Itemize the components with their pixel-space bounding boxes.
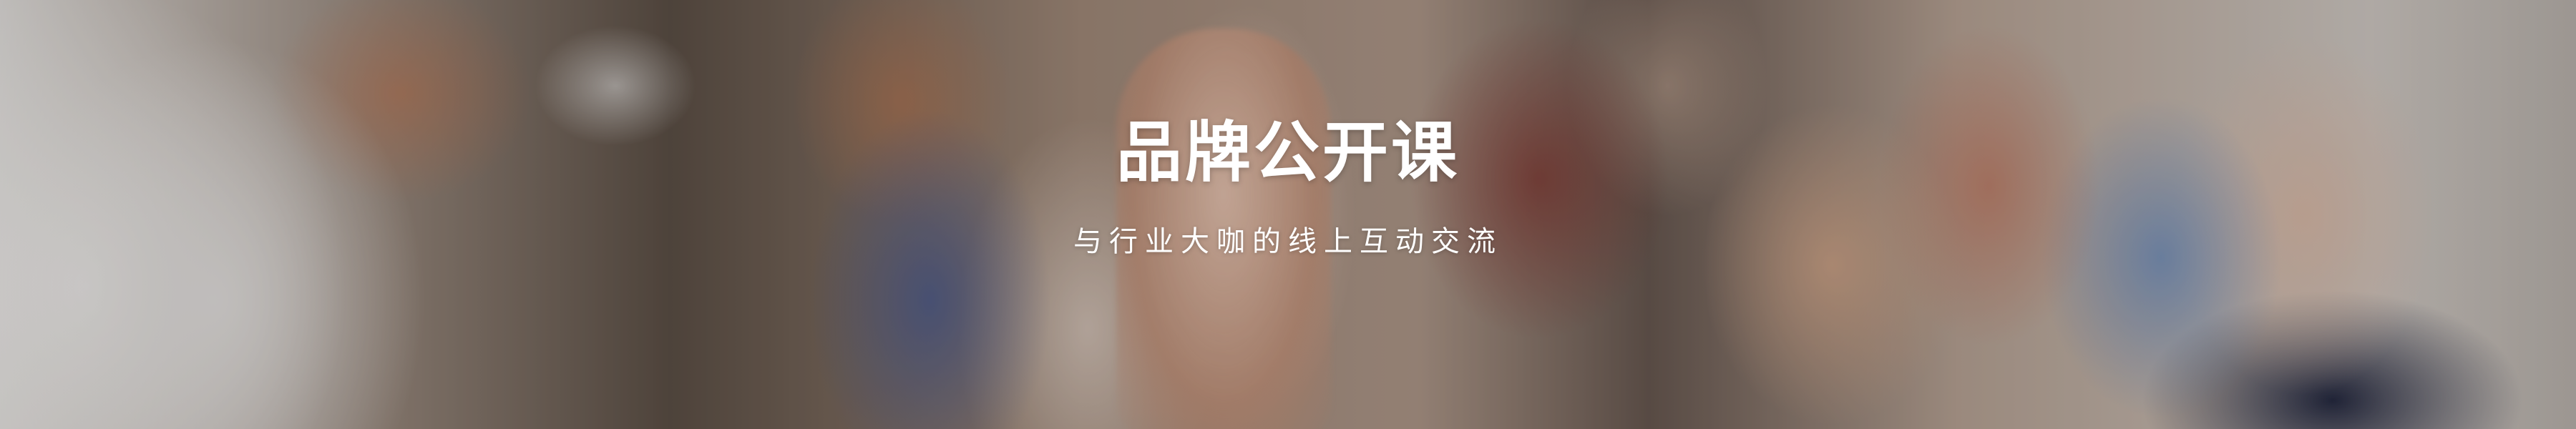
banner-title: 品牌公开课	[1116, 114, 1460, 191]
banner-subtitle: 与行业大咖的线上互动交流	[1073, 225, 1503, 258]
